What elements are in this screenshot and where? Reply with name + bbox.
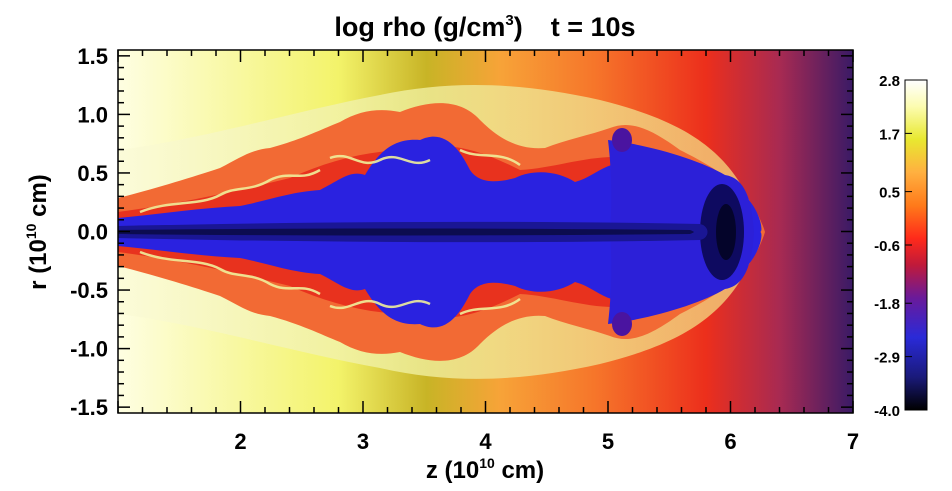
colorbar-tick-label: -0.6	[874, 238, 900, 255]
x-axis: 2 3 4 5 6 7	[117, 50, 859, 454]
x-tick-label: 6	[724, 429, 736, 454]
x-tick-label: 7	[847, 429, 859, 454]
x-tick-label: 4	[479, 429, 492, 454]
y-tick-label: -0.5	[70, 278, 108, 303]
heatmap-image	[118, 50, 853, 413]
y-tick-label: -1.5	[70, 395, 108, 420]
jet-beam-dark	[118, 228, 694, 236]
y-tick-label: 0.0	[77, 220, 108, 245]
colorbar-tick-label: 0.5	[879, 185, 900, 202]
colorbar-tick-label: -1.8	[874, 296, 900, 313]
y-tick-label: 1.5	[77, 44, 108, 69]
colorbar: 2.8 1.7 0.5 -0.6 -1.8 -2.9 -4.0	[874, 73, 928, 420]
y-tick-label: 1.0	[77, 102, 108, 127]
x-tick-label: 5	[602, 429, 614, 454]
colorbar-tick-label: 1.7	[879, 126, 900, 143]
colorbar-tick-label: -2.9	[874, 350, 900, 367]
x-tick-label: 2	[234, 429, 246, 454]
knot-upper	[612, 128, 632, 152]
y-tick-label: -1.0	[70, 337, 108, 362]
chart-title: log rho (g/cm3) t = 10s	[334, 12, 635, 42]
colorbar-tick-label: 2.8	[879, 73, 900, 90]
colorbar-tick-label: -4.0	[874, 403, 900, 420]
x-tick-label: 3	[357, 429, 369, 454]
cocoon-filaments	[139, 148, 521, 316]
colorbar-ticks: 2.8 1.7 0.5 -0.6 -1.8 -2.9 -4.0	[874, 73, 912, 420]
y-tick-label: 0.5	[77, 161, 108, 186]
y-axis: 1.5 1.0 0.5 0.0 -0.5 -1.0 -1.5	[70, 44, 853, 420]
x-axis-label: z (1010 cm)	[426, 455, 544, 484]
y-axis-label: r (1010 cm)	[23, 174, 52, 290]
jet-head-black	[716, 204, 736, 260]
knot-lower	[612, 312, 632, 336]
